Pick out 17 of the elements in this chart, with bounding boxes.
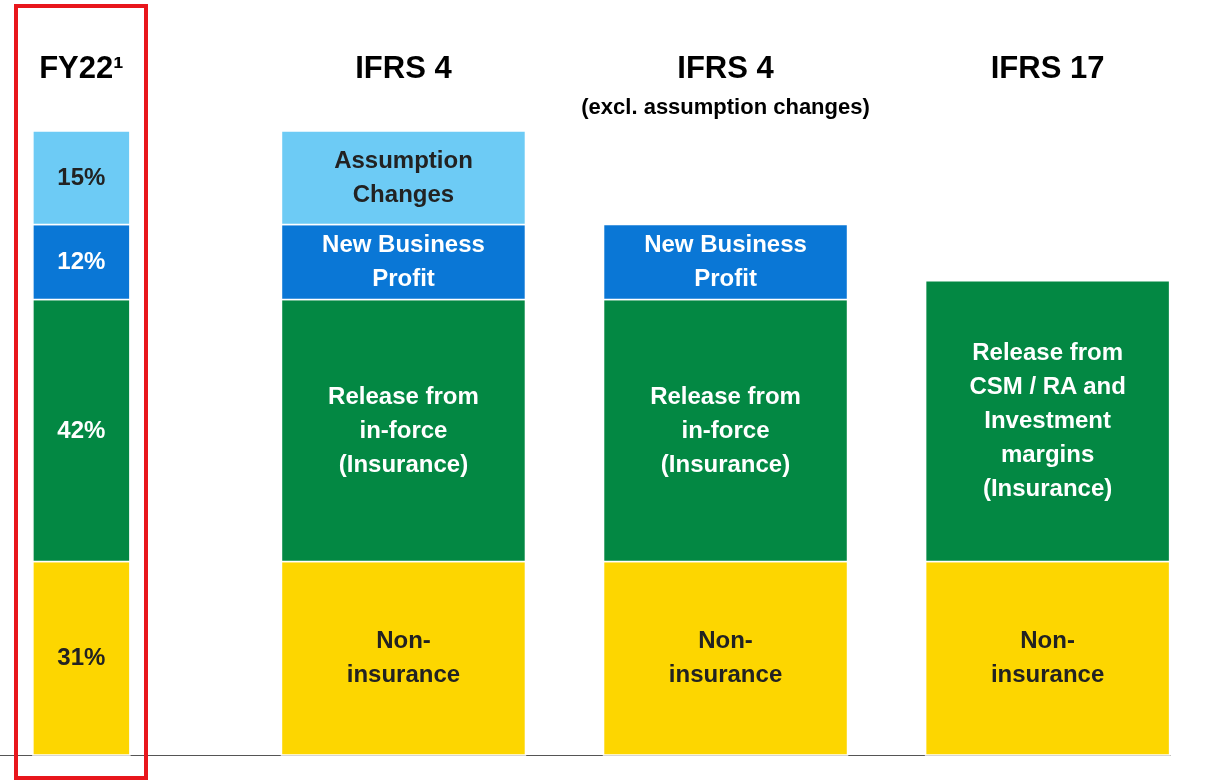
data-label: Non- insurance <box>346 626 461 688</box>
category-label: IFRS 4 (excl. assumption changes) <box>581 50 870 119</box>
x-tick-label: FY22¹ <box>39 50 124 85</box>
data-label: 31% <box>57 643 106 671</box>
data-label: Release from in-force (Insurance) <box>328 381 479 477</box>
data-label: Non- insurance <box>990 626 1105 688</box>
data-label: Assumption Changes <box>334 145 473 207</box>
x-tick-label: IFRS 4 <box>355 50 453 85</box>
data-label: 12% <box>57 247 106 275</box>
data-label: 42% <box>57 415 106 443</box>
data-label: 15% <box>57 162 106 190</box>
data-label: New Business Profit <box>322 230 485 292</box>
data-label: Non- insurance <box>668 626 783 688</box>
data-label: Release from in-force (Insurance) <box>650 381 801 477</box>
x-tick-label: IFRS 17 <box>990 50 1105 85</box>
data-label: Release from CSM / RA and Investment margins (Insurance) <box>969 338 1126 502</box>
data-label: New Business Profit <box>644 230 807 292</box>
